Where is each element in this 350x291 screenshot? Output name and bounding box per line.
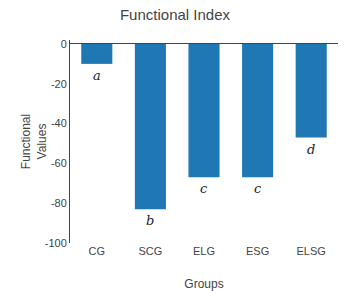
svg-text:0: 0 — [61, 38, 67, 50]
svg-text:-100: -100 — [45, 237, 67, 249]
svg-text:d: d — [307, 142, 315, 157]
svg-text:c: c — [200, 181, 208, 196]
svg-text:-60: -60 — [51, 157, 67, 169]
svg-text:a: a — [93, 68, 101, 83]
svg-text:b: b — [146, 213, 154, 228]
svg-text:-80: -80 — [51, 197, 67, 209]
svg-text:-20: -20 — [51, 78, 67, 90]
svg-text:-40: -40 — [51, 117, 67, 129]
svg-text:SCG: SCG — [138, 245, 162, 257]
svg-text:ELG: ELG — [193, 245, 215, 257]
svg-text:Groups: Groups — [184, 277, 223, 291]
svg-text:CG: CG — [89, 245, 106, 257]
svg-text:ESG: ESG — [246, 245, 269, 257]
svg-text:c: c — [254, 181, 262, 196]
svg-text:ELSG: ELSG — [297, 245, 326, 257]
svg-text:Functional Index: Functional Index — [120, 6, 231, 23]
svg-text:FunctionalValues: FunctionalValues — [19, 114, 49, 169]
